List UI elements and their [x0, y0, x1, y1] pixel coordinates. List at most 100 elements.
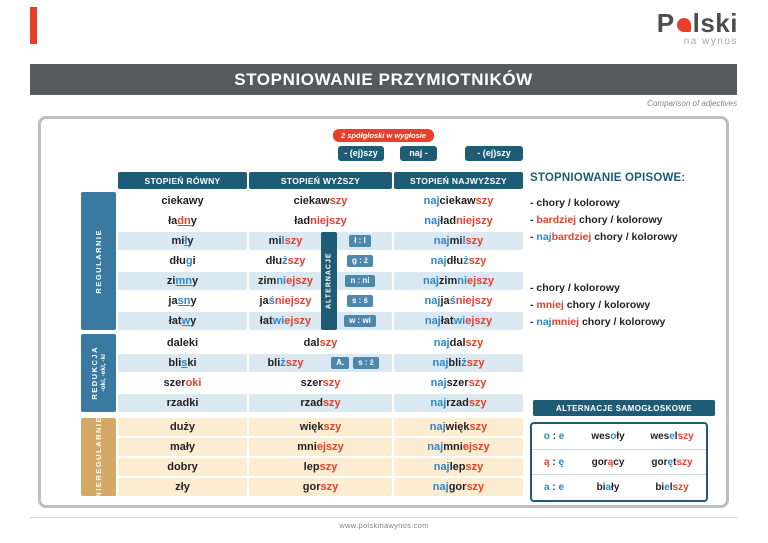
cell-base-form: zi mn y — [118, 272, 247, 290]
cell-base-form: daleki — [118, 334, 247, 352]
cell-superlative-form: naj ciekaw szy — [394, 192, 523, 210]
cell-comparative-form: ład niejszy — [249, 212, 392, 230]
cell-superlative-form: naj zim ni ejszy — [394, 272, 523, 290]
content-box: 2 spółgłoski w wygłosie - (ej)szy naj - … — [38, 116, 729, 508]
column-header-stopien-rowny: STOPIEŃ RÓWNY — [118, 172, 247, 189]
descriptive-line: - najbardziej chory / kolorowy — [530, 231, 678, 243]
cell-superlative-form: naj ład niejszy — [394, 212, 523, 230]
cell-comparative-form: rzad szy — [249, 394, 392, 412]
cell-comparative-form: łat wi ejszy w : wi — [249, 312, 392, 330]
logo-text-lski: lski — [692, 8, 738, 38]
vowel-alternation-row: a : e biały bielszy — [532, 474, 706, 500]
cell-superlative-form: naj rzad szy — [394, 394, 523, 412]
cell-comparative-form: dłu ż szy g : ż — [249, 252, 392, 270]
vowel-alternation-row: o : e wesoły weselszy — [532, 424, 706, 449]
descriptive-line: - mniej chory / kolorowy — [530, 299, 651, 311]
descriptive-line: - najmniej chory / kolorowy — [530, 316, 666, 328]
superlative-suffix-badge: - (ej)szy — [465, 146, 523, 161]
cell-superlative-form: naj dal szy — [394, 334, 523, 352]
logo: P lski na wynos — [657, 8, 738, 47]
cell-superlative-form: naj mni ejszy — [394, 438, 523, 456]
cell-superlative-form: naj ja ś niejszy — [394, 292, 523, 310]
logo-droplet-icon — [676, 17, 691, 32]
vowel-pair: a : e — [543, 482, 564, 494]
cell-base-form: szer oki — [118, 374, 247, 392]
descriptive-line: - bardziej chory / kolorowy — [530, 214, 663, 226]
cell-comparative-form: ciekaw szy — [249, 192, 392, 210]
cell-comparative-form: bli ż szy A. s : ż — [249, 354, 392, 372]
cell-base-form: dobry — [118, 458, 247, 476]
comparative-suffix-badge: - (ej)szy — [338, 146, 384, 161]
vowel-base-word: gorący — [591, 456, 625, 468]
column-header-stopien-wyzszy: STOPIEŃ WYŻSZY — [249, 172, 392, 189]
alternation-badges: n : ni — [338, 272, 382, 290]
table-group: REGULARNIE ciekawy ciekaw szy naj ciekaw szy ła… — [81, 192, 523, 330]
descriptive-block-mniej: - chory / kolorowy - mniej chory / koloro… — [530, 280, 722, 331]
cell-base-form: mały — [118, 438, 247, 456]
cell-superlative-form: naj dłu ż szy — [394, 252, 523, 270]
logo-tagline: na wynos — [683, 36, 738, 47]
alternation-badges: w : wi — [338, 312, 382, 330]
alternation-badges: g : ż — [338, 252, 382, 270]
website-url: www.polskinawynos.com — [339, 521, 429, 530]
cell-base-form: ła dn y — [118, 212, 247, 230]
cell-base-form: mi ł y — [118, 232, 247, 250]
cell-base-form: dłu g i — [118, 252, 247, 270]
descriptive-comparison-title: STOPNIOWANIE OPISOWE: — [530, 172, 686, 184]
column-header-stopien-najwyzszy: STOPIEŃ NAJWYŻSZY — [394, 172, 523, 189]
vowel-comparative-word: weselszy — [650, 430, 694, 442]
vowel-base-word: biały — [596, 482, 620, 494]
alternation-badges: s : ś — [338, 292, 382, 310]
cell-comparative-form: mi l szy ł : l — [249, 232, 392, 250]
cell-superlative-form: naj bli ż szy — [394, 354, 523, 372]
cell-comparative-form: zim ni ejszy n : ni — [249, 272, 392, 290]
descriptive-line: - chory / kolorowy — [530, 282, 620, 294]
vowel-base-word: wesoły — [591, 430, 625, 442]
cell-comparative-form: więk szy — [249, 418, 392, 436]
vowel-pair: ą : ę — [543, 456, 564, 468]
cell-superlative-form: naj szer szy — [394, 374, 523, 392]
alternation-badge: n : ni — [345, 275, 375, 287]
cell-comparative-form: dal szy — [249, 334, 392, 352]
alternation-badge: w : wi — [344, 315, 376, 327]
alternation-badge: s : ż — [353, 357, 379, 369]
title-band: STOPNIOWANIE PRZYMIOTNIKÓW — [30, 64, 737, 95]
table-group: NIEREGULARNIE duży więk szy naj więk szy mały mn… — [81, 416, 523, 498]
cell-base-form: rzadki — [118, 394, 247, 412]
cell-base-form: ja sn y — [118, 292, 247, 310]
subtitle-english: Comparison of adjectives — [647, 99, 737, 108]
table-group: REDUKCJA -oki, -eki, -ki daleki dal szy naj da… — [81, 334, 523, 412]
cell-superlative-form: naj gor szy — [394, 478, 523, 496]
footer-divider — [30, 517, 737, 518]
vowel-comparative-word: gorętszy — [651, 456, 693, 468]
page-title: STOPNIOWANIE PRZYMIOTNIKÓW — [234, 69, 533, 89]
alternation-badges: ł : l — [338, 232, 382, 250]
group-label: NIEREGULARNIE — [81, 416, 116, 498]
alternation-abbr-badge: A. — [331, 357, 350, 369]
consonants-note-badge: 2 spółgłoski w wygłosie — [333, 129, 435, 142]
vowel-alternations-table: o : e wesoły weselszy ą : ę gorący gorętszy a … — [530, 422, 708, 502]
cell-comparative-form: mni ejszy — [249, 438, 392, 456]
cell-comparative-form: ja ś niejszy s : ś — [249, 292, 392, 310]
descriptive-block-bardziej: - chory / kolorowy - bardziej chory / kol… — [530, 195, 722, 246]
logo-text-p: P — [656, 8, 675, 38]
cell-comparative-form: szer szy — [249, 374, 392, 392]
alternacje-ribbon: ALTERNACJE — [321, 232, 337, 330]
superlative-prefix-badge: naj - — [400, 146, 437, 161]
vowel-alternations-header: ALTERNACJE SAMOGŁOSKOWE — [533, 400, 715, 416]
cell-comparative-form: gor szy — [249, 478, 392, 496]
group-label: REGULARNIE — [81, 192, 116, 330]
descriptive-line: - chory / kolorowy — [530, 197, 620, 209]
alternation-badge: s : ś — [346, 295, 373, 307]
alternation-badge: g : ż — [347, 255, 373, 267]
adjective-table: REGULARNIE ciekawy ciekaw szy naj ciekaw szy ła… — [81, 192, 523, 500]
vowel-comparative-word: bielszy — [655, 482, 689, 494]
cell-base-form: bli s ki — [118, 354, 247, 372]
logo-wordmark: P lski — [657, 8, 738, 39]
cell-superlative-form: naj lep szy — [394, 458, 523, 476]
cell-base-form: ła t w y — [118, 312, 247, 330]
group-label: REDUKCJA -oki, -eki, -ki — [81, 334, 116, 412]
alternation-badge: ł : l — [349, 235, 371, 247]
cell-superlative-form: naj więk szy — [394, 418, 523, 436]
